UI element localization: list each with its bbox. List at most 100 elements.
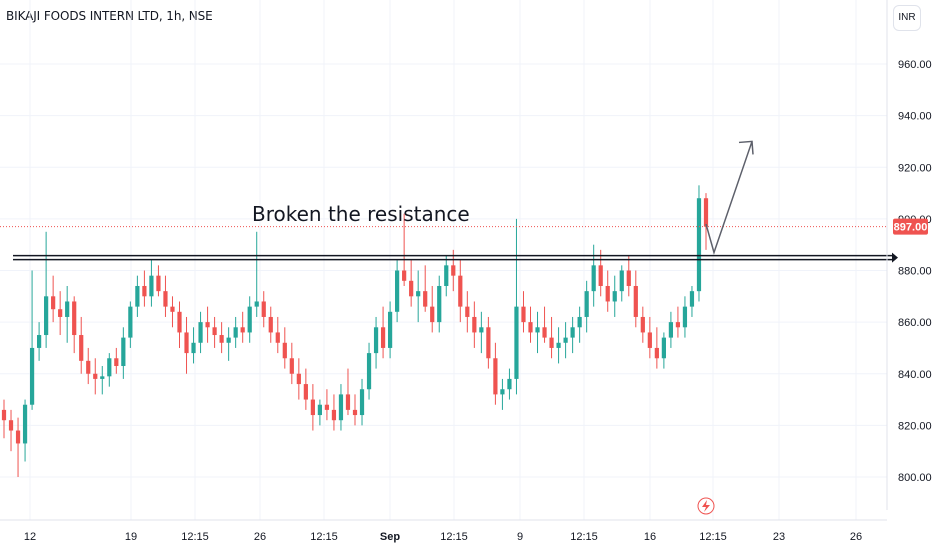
candle-body: [675, 322, 681, 328]
candle-body: [612, 291, 617, 302]
y-tick-label: 920.00: [898, 162, 932, 174]
candle-body: [212, 327, 217, 336]
last-price-badge: [893, 218, 928, 235]
candle-body: [163, 291, 168, 307]
candle-body: [72, 301, 77, 336]
candle-body: [380, 327, 386, 348]
candle-body: [79, 335, 84, 361]
y-tick-label: 880.00: [898, 266, 932, 278]
candle-body: [556, 342, 561, 348]
candle-body: [493, 358, 498, 395]
candle-body: [689, 291, 695, 307]
candle-body: [107, 358, 112, 377]
candle-body: [507, 378, 512, 390]
candle-body: [219, 335, 224, 343]
candle-body: [261, 301, 266, 317]
x-tick-label: 26: [254, 531, 266, 543]
candle-body: [303, 384, 308, 400]
candle-body: [100, 376, 105, 379]
candle-body: [58, 309, 63, 317]
x-tick-label: 9: [517, 531, 523, 543]
candle-body: [128, 306, 133, 338]
candle-body: [640, 316, 645, 333]
candle-body: [668, 322, 674, 338]
x-tick-label: 12:15: [440, 531, 468, 543]
candle-body: [121, 337, 126, 367]
candle-body: [584, 291, 589, 317]
lightning-icon: [697, 497, 715, 515]
x-tick-label: 12: [24, 531, 36, 543]
candle-body: [359, 389, 365, 416]
candle-body: [170, 306, 175, 312]
symbol-title: BIKAJI FOODS INTERN LTD, 1h, NSE: [6, 9, 213, 23]
candle-body: [570, 327, 575, 338]
x-tick-label: 19: [125, 531, 137, 543]
annotation-text: Broken the resistance: [252, 202, 470, 226]
drawings-layer: Broken the resistance: [0, 140, 898, 515]
candle-body: [268, 316, 273, 333]
candle-body: [647, 332, 652, 348]
candle-body: [93, 373, 98, 379]
candle-body: [86, 360, 91, 374]
candle-body: [619, 270, 624, 292]
candle-body: [395, 270, 400, 312]
candle-body: [331, 409, 337, 421]
candle-body: [65, 301, 70, 317]
x-tick-label: 12:15: [699, 531, 727, 543]
candle-body: [472, 316, 477, 333]
candle-body: [247, 306, 252, 333]
candle-body: [563, 337, 568, 343]
candle-body: [156, 275, 161, 292]
candle-body: [542, 327, 547, 338]
candle-body: [626, 270, 631, 286]
candle-body: [591, 265, 596, 292]
x-tick-label: 12:15: [570, 531, 598, 543]
y-tick-label: 820.00: [898, 420, 932, 432]
y-tick-label: 960.00: [898, 59, 932, 71]
candle-body: [8, 420, 14, 431]
candles-layer: [1, 185, 709, 477]
candle-body: [528, 322, 533, 333]
y-tick-label: 840.00: [898, 369, 932, 381]
candle-body: [387, 311, 393, 348]
candle-body: [275, 332, 280, 343]
currency-button[interactable]: INR: [893, 5, 921, 31]
candle-body: [338, 394, 344, 421]
candle-body: [661, 337, 666, 359]
x-tick-label: 23: [773, 531, 785, 543]
candle-body: [402, 270, 407, 281]
candle-body: [240, 327, 245, 333]
candle-body: [682, 306, 688, 328]
candle-body: [191, 342, 196, 354]
y-tick-label: 860.00: [898, 317, 932, 329]
candle-body: [500, 389, 505, 395]
resistance-arrow-head: [892, 252, 898, 263]
projection-arrow-head: [738, 140, 754, 155]
candle-body: [535, 327, 540, 333]
candle-body: [233, 327, 238, 338]
candle-body: [135, 285, 140, 307]
candle-body: [345, 394, 351, 410]
candle-body: [654, 347, 659, 359]
candle-body: [142, 285, 147, 297]
candle-body: [254, 301, 259, 307]
candle-body: [577, 316, 582, 328]
candle-body: [22, 404, 28, 444]
candle-body: [226, 337, 231, 343]
candle-body: [177, 311, 182, 333]
candle-body: [458, 275, 463, 307]
candle-body: [44, 296, 49, 336]
candle-body: [703, 198, 709, 227]
candle-body: [1, 409, 7, 421]
candle-body: [416, 291, 421, 297]
x-tick-label: 12:15: [310, 531, 338, 543]
x-tick-label: Sep: [380, 531, 400, 543]
candle-body: [409, 280, 414, 297]
candle-body: [633, 285, 638, 317]
candle-body: [605, 285, 610, 302]
candle-body: [184, 332, 189, 354]
candle-body: [479, 327, 484, 333]
candle-body: [549, 337, 554, 348]
